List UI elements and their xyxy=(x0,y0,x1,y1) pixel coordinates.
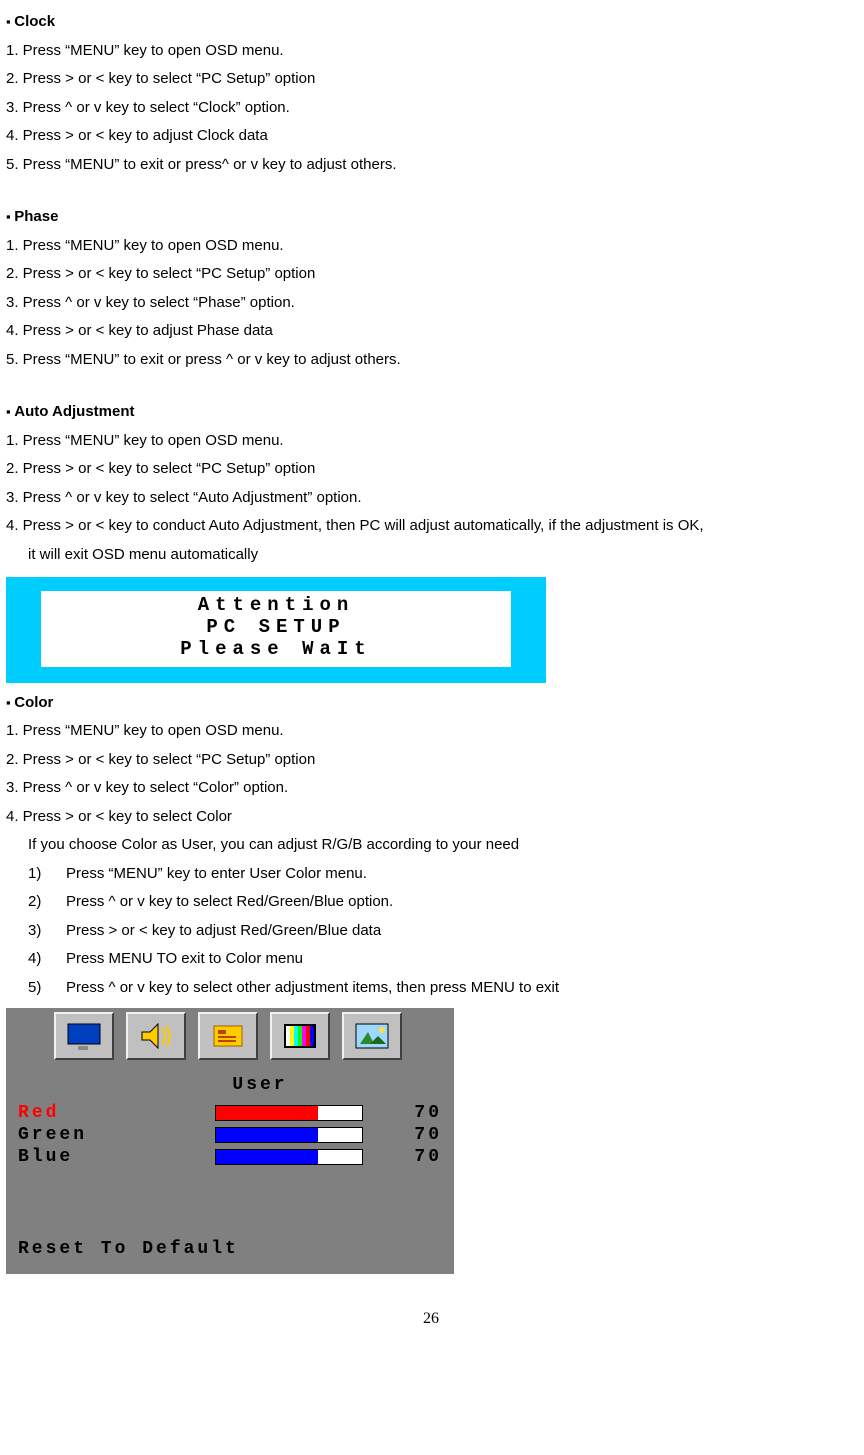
color-sub-3: 3)Press > or < key to adjust Red/Green/B… xyxy=(6,917,856,946)
phase-title: Phase xyxy=(6,203,856,232)
color-sub-1: 1)Press “MENU” key to enter User Color m… xyxy=(6,860,856,889)
phase-step-1: 1. Press “MENU” key to open OSD menu. xyxy=(6,232,856,261)
auto-step-1: 1. Press “MENU” key to open OSD menu. xyxy=(6,427,856,456)
osd-value-blue: 70 xyxy=(403,1140,442,1174)
attention-line-1: Attention xyxy=(41,595,511,617)
monitor-icon xyxy=(54,1012,114,1060)
color-sub-5: 5)Press ^ or v key to select other adjus… xyxy=(6,974,856,1003)
color-step-1: 1. Press “MENU” key to open OSD menu. xyxy=(6,717,856,746)
phase-step-4: 4. Press > or < key to adjust Phase data xyxy=(6,317,856,346)
auto-step-4b: it will exit OSD menu automatically xyxy=(6,541,856,570)
attention-line-2: PC SETUP xyxy=(41,617,511,639)
landscape-icon xyxy=(342,1012,402,1060)
color-sub-2: 2)Press ^ or v key to select Red/Green/B… xyxy=(6,888,856,917)
clock-step-2: 2. Press > or < key to select “PC Setup”… xyxy=(6,65,856,94)
osd-bar-green xyxy=(215,1127,363,1143)
osd-label-blue: Blue xyxy=(18,1140,215,1174)
clock-step-4: 4. Press > or < key to adjust Clock data xyxy=(6,122,856,151)
attention-line-3: Please WaIt xyxy=(41,639,511,661)
page-number: 26 xyxy=(6,1304,856,1334)
osd-tab-row xyxy=(6,1008,454,1064)
color-step-4: 4. Press > or < key to select Color xyxy=(6,803,856,832)
osd-reset-label: Reset To Default xyxy=(18,1232,442,1266)
color-note: If you choose Color as User, you can adj… xyxy=(6,831,856,860)
colorbar-icon xyxy=(270,1012,330,1060)
phase-step-2: 2. Press > or < key to select “PC Setup”… xyxy=(6,260,856,289)
auto-step-2: 2. Press > or < key to select “PC Setup”… xyxy=(6,455,856,484)
speaker-icon xyxy=(126,1012,186,1060)
clock-step-5: 5. Press “MENU” to exit or press^ or v k… xyxy=(6,151,856,180)
color-title: Color xyxy=(6,689,856,718)
phase-step-3: 3. Press ^ or v key to select “Phase” op… xyxy=(6,289,856,318)
osd-panel: User Red70Green70Blue70 Reset To Default xyxy=(6,1008,454,1274)
clock-step-1: 1. Press “MENU” key to open OSD menu. xyxy=(6,37,856,66)
auto-title: Auto Adjustment xyxy=(6,398,856,427)
auto-step-3: 3. Press ^ or v key to select “Auto Adju… xyxy=(6,484,856,513)
osd-row-blue: Blue70 xyxy=(18,1146,442,1168)
phase-step-5: 5. Press “MENU” to exit or press ^ or v … xyxy=(6,346,856,375)
osd-bar-blue xyxy=(215,1149,363,1165)
setup-icon xyxy=(198,1012,258,1060)
auto-step-4: 4. Press > or < key to conduct Auto Adju… xyxy=(6,512,856,541)
color-step-2: 2. Press > or < key to select “PC Setup”… xyxy=(6,746,856,775)
color-step-3: 3. Press ^ or v key to select “Color” op… xyxy=(6,774,856,803)
clock-title: Clock xyxy=(6,8,856,37)
clock-step-3: 3. Press ^ or v key to select “Clock” op… xyxy=(6,94,856,123)
osd-bar-red xyxy=(215,1105,363,1121)
color-sub-4: 4)Press MENU TO exit to Color menu xyxy=(6,945,856,974)
attention-dialog: Attention PC SETUP Please WaIt xyxy=(6,577,546,683)
